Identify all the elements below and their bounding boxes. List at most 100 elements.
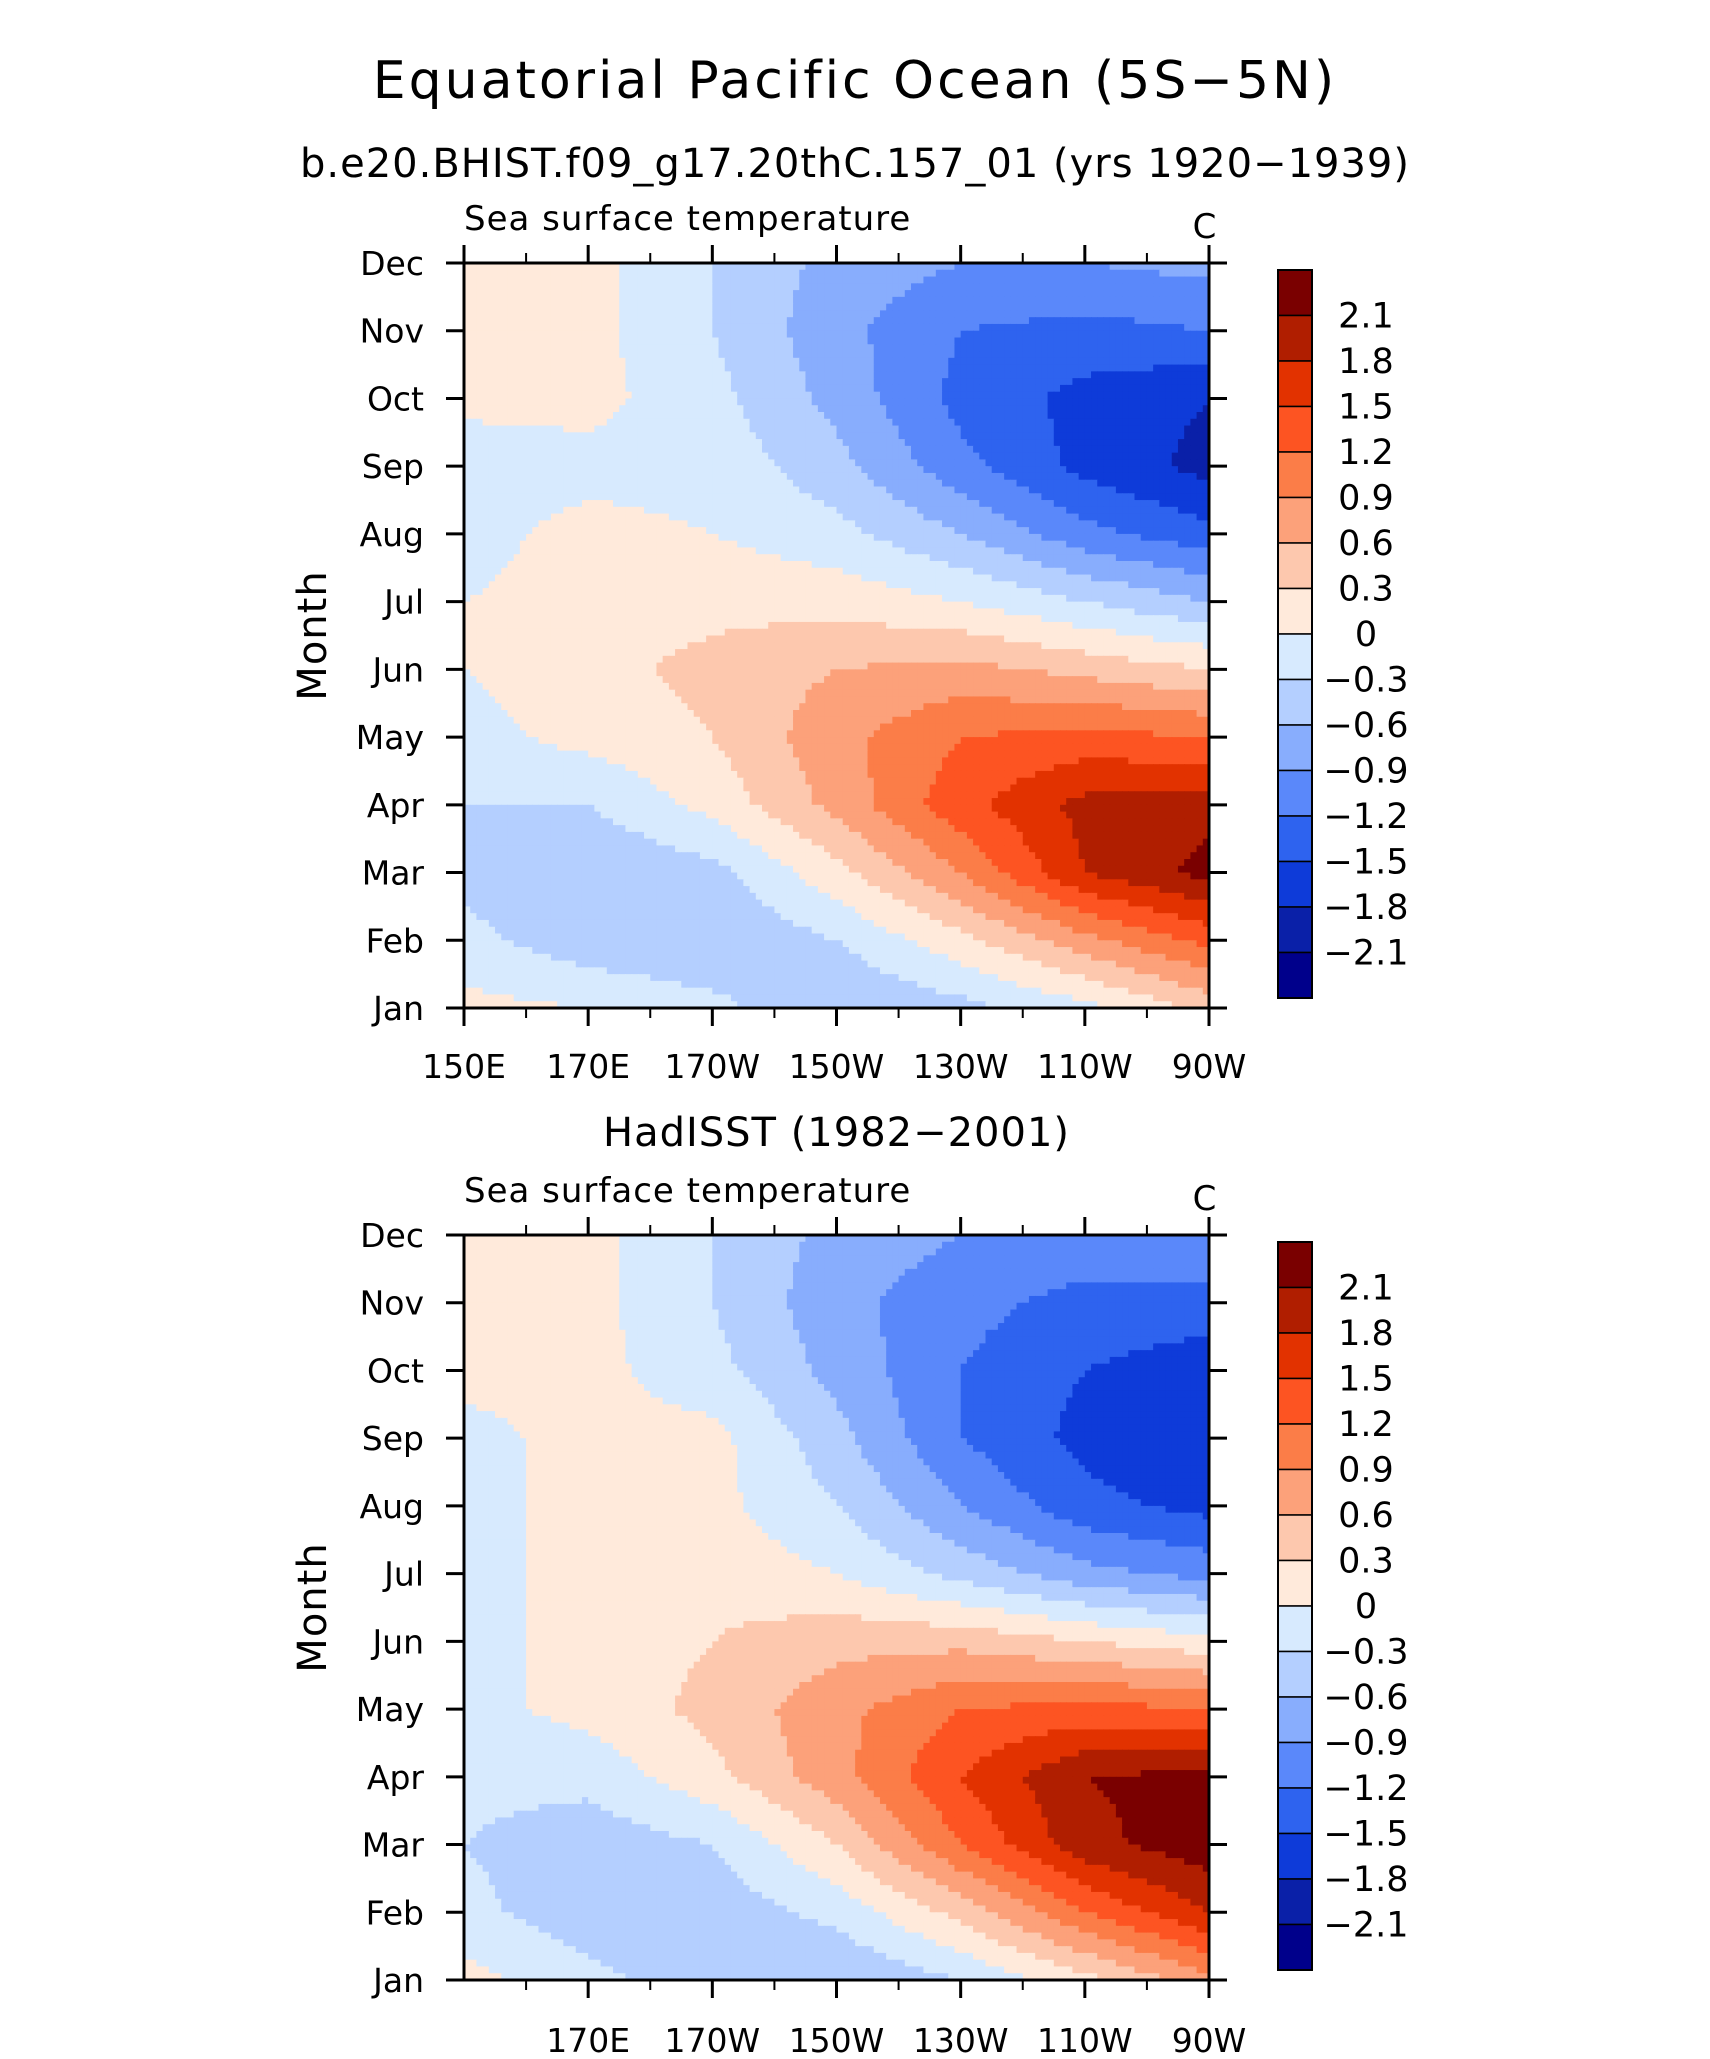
heatmap-cell — [495, 534, 502, 541]
heatmap-cell — [1060, 297, 1067, 304]
heatmap-cell — [1079, 480, 1086, 487]
heatmap-cell — [756, 283, 763, 290]
heatmap-cell — [582, 297, 589, 304]
heatmap-cell — [1023, 283, 1030, 290]
heatmap-cell — [818, 419, 825, 426]
heatmap-cell — [1054, 310, 1061, 317]
heatmap-cell — [992, 446, 999, 453]
heatmap-cell — [507, 385, 514, 392]
heatmap-cell — [1178, 439, 1185, 446]
heatmap-cell — [880, 371, 887, 378]
heatmap-cell — [793, 304, 800, 311]
heatmap-cell — [1023, 358, 1030, 365]
heatmap-cell — [837, 453, 844, 460]
heatmap-cell — [743, 439, 750, 446]
heatmap-cell — [632, 453, 639, 460]
heatmap-cell — [706, 277, 713, 284]
heatmap-cell — [495, 520, 502, 527]
heatmap-cell — [638, 317, 645, 324]
heatmap-cell — [1178, 446, 1185, 453]
heatmap-cell — [563, 344, 570, 351]
heatmap-cell — [1060, 371, 1067, 378]
heatmap-cell — [545, 487, 552, 494]
heatmap-cell — [1122, 459, 1129, 466]
heatmap-cell — [1197, 487, 1204, 494]
heatmap-cell — [501, 446, 508, 453]
heatmap-cell — [514, 487, 521, 494]
heatmap-cell — [917, 290, 924, 297]
heatmap-cell — [799, 446, 806, 453]
heatmap-cell — [1079, 412, 1086, 419]
heatmap-cell — [1128, 453, 1135, 460]
heatmap-cell — [967, 398, 974, 405]
heatmap-cell — [1197, 392, 1204, 399]
heatmap-cell — [1184, 426, 1191, 433]
heatmap-cell — [1197, 277, 1204, 284]
heatmap-cell — [961, 371, 968, 378]
heatmap-cell — [849, 324, 856, 331]
heatmap-cell — [1184, 473, 1191, 480]
heatmap-cell — [1085, 344, 1092, 351]
heatmap-cell — [1172, 270, 1179, 277]
heatmap-cell — [1110, 290, 1117, 297]
heatmap-cell — [768, 398, 775, 405]
heatmap-cell — [787, 392, 794, 399]
heatmap-cell — [1197, 297, 1204, 304]
heatmap-cell — [1159, 453, 1166, 460]
heatmap-cell — [1048, 283, 1055, 290]
heatmap-cell — [613, 290, 620, 297]
heatmap-cell — [501, 439, 508, 446]
heatmap-cell — [594, 446, 601, 453]
heatmap-cell — [619, 277, 626, 284]
heatmap-cell — [1091, 270, 1098, 277]
heatmap-cell — [1116, 304, 1123, 311]
heatmap-cell — [1159, 324, 1166, 331]
heatmap-cell — [725, 310, 732, 317]
heatmap-cell — [1097, 520, 1104, 527]
heatmap-cell — [905, 541, 912, 548]
heatmap-cell — [1023, 453, 1030, 460]
heatmap-cell — [669, 426, 676, 433]
heatmap-cell — [1110, 520, 1117, 527]
heatmap-cell — [1085, 507, 1092, 514]
heatmap-cell — [1029, 432, 1036, 439]
heatmap-cell — [663, 459, 670, 466]
heatmap-cell — [1097, 385, 1104, 392]
heatmap-cell — [563, 514, 570, 521]
heatmap-cell — [886, 392, 893, 399]
heatmap-cell — [998, 480, 1005, 487]
heatmap-cell — [588, 453, 595, 460]
heatmap-cell — [1141, 392, 1148, 399]
heatmap-cell — [476, 534, 483, 541]
heatmap-cell — [737, 365, 744, 372]
heatmap-cell — [992, 317, 999, 324]
heatmap-cell — [849, 365, 856, 372]
heatmap-cell — [837, 297, 844, 304]
heatmap-cell — [1054, 297, 1061, 304]
heatmap-cell — [1023, 365, 1030, 372]
heatmap-cell — [1128, 507, 1135, 514]
heatmap-cell — [768, 331, 775, 338]
heatmap-cell — [669, 507, 676, 514]
heatmap-cell — [719, 466, 726, 473]
heatmap-cell — [501, 358, 508, 365]
heatmap-cell — [973, 500, 980, 507]
heatmap-cell — [911, 378, 918, 385]
heatmap-cell — [849, 297, 856, 304]
heatmap-cell — [700, 277, 707, 284]
heatmap-cell — [861, 344, 868, 351]
heatmap-cell — [787, 453, 794, 460]
heatmap-cell — [638, 541, 645, 548]
heatmap-cell — [781, 324, 788, 331]
heatmap-cell — [824, 473, 831, 480]
heatmap-cell — [1128, 439, 1135, 446]
heatmap-cell — [1004, 534, 1011, 541]
heatmap-cell — [899, 507, 906, 514]
heatmap-cell — [1079, 514, 1086, 521]
heatmap-cell — [1004, 392, 1011, 399]
heatmap-cell — [644, 534, 651, 541]
heatmap-cell — [1072, 297, 1079, 304]
heatmap-cell — [507, 283, 514, 290]
heatmap-cell — [874, 371, 881, 378]
heatmap-cell — [750, 317, 757, 324]
